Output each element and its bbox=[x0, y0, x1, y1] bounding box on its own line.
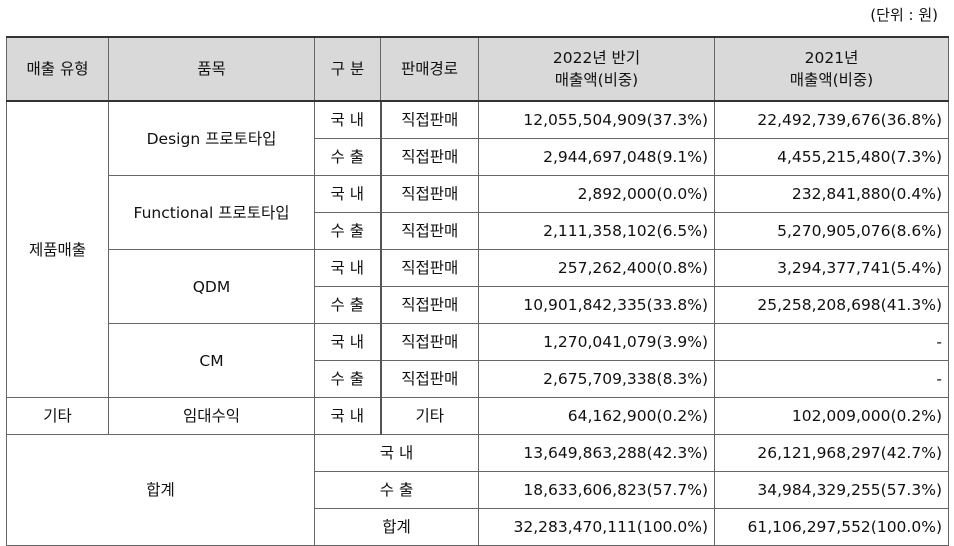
table-row: CM 국 내 직접판매 1,270,041,079(3.9%) - bbox=[7, 323, 949, 398]
header-item: 품목 bbox=[108, 36, 315, 102]
value-2021: 232,841,880(0.4%) bbox=[714, 175, 949, 213]
type-product-sales: 제품매출 bbox=[6, 100, 109, 398]
total-2021: 61,106,297,552(100.0%) bbox=[714, 508, 949, 546]
value-2021: - bbox=[714, 360, 949, 398]
division-cell: 국 내 bbox=[314, 100, 381, 139]
header-channel: 판매경로 bbox=[380, 36, 479, 102]
total-2022: 18,633,606,823(57.7%) bbox=[478, 471, 715, 509]
table-row: 합계 국 내 13,649,863,288(42.3%) 26,121,968,… bbox=[6, 434, 949, 546]
value-2021: 22,492,739,676(36.8%) bbox=[714, 100, 949, 139]
total-2022: 32,283,470,111(100.0%) bbox=[478, 508, 715, 546]
item-name: CM bbox=[108, 323, 315, 398]
unit-label: (단위 : 원) bbox=[870, 6, 938, 24]
channel-cell: 직접판매 bbox=[379, 100, 479, 139]
item-name: 임대수익 bbox=[108, 397, 315, 435]
value-2022: 2,944,697,048(9.1%) bbox=[478, 138, 715, 176]
value-2022: 2,892,000(0.0%) bbox=[478, 175, 715, 213]
value-2021: 102,009,000(0.2%) bbox=[714, 397, 949, 435]
header-type: 매출 유형 bbox=[6, 36, 109, 102]
channel-cell: 직접판매 bbox=[379, 212, 479, 250]
value-2021: 25,258,208,698(41.3%) bbox=[714, 286, 949, 324]
division-cell: 국 내 bbox=[314, 323, 381, 361]
division-cell: 수 출 bbox=[314, 286, 381, 324]
table-row: 제품매출 Design 프로토타입 국 내 직접판매 12,055,504,90… bbox=[6, 100, 949, 398]
header-2022-line1: 2022년 반기 bbox=[552, 49, 641, 67]
item-name: QDM bbox=[108, 249, 315, 324]
table-row: Functional 프로토타입 국 내 직접판매 2,892,000(0.0%… bbox=[7, 175, 949, 250]
value-2022: 2,111,358,102(6.5%) bbox=[478, 212, 715, 250]
value-2021: 4,455,215,480(7.3%) bbox=[714, 138, 949, 176]
total-2022: 13,649,863,288(42.3%) bbox=[478, 434, 715, 472]
division-cell: 국 내 bbox=[314, 397, 381, 435]
total-2021: 26,121,968,297(42.7%) bbox=[714, 434, 949, 472]
channel-cell: 직접판매 bbox=[379, 286, 479, 324]
division-cell: 수 출 bbox=[314, 212, 381, 250]
table-row: 수 출 18,633,606,823(57.7%) 34,984,329,255… bbox=[7, 471, 949, 509]
item-name: Functional 프로토타입 bbox=[108, 175, 315, 250]
total-row-label: 수 출 bbox=[314, 471, 479, 509]
value-2022: 10,901,842,335(33.8%) bbox=[478, 286, 715, 324]
value-2021: 5,270,905,076(8.6%) bbox=[714, 212, 949, 250]
header-2022: 2022년 반기 매출액(비중) bbox=[478, 36, 715, 102]
header-2021-line2: 매출액(비중) bbox=[789, 71, 874, 89]
table-row: 수 출 직접판매 2,111,358,102(6.5%) 5,270,905,0… bbox=[7, 212, 949, 250]
table-row: 수 출 직접판매 2,675,709,338(8.3%) - bbox=[7, 360, 949, 398]
item-name: Design 프로토타입 bbox=[108, 100, 315, 176]
header-2021: 2021년 매출액(비중) bbox=[714, 36, 949, 102]
total-row-label: 국 내 bbox=[314, 434, 479, 472]
header-division: 구 분 bbox=[314, 36, 381, 102]
table-row: 수 출 직접판매 2,944,697,048(9.1%) 4,455,215,4… bbox=[7, 138, 949, 176]
channel-cell: 직접판매 bbox=[379, 249, 479, 287]
channel-cell: 기타 bbox=[379, 397, 479, 435]
value-2022: 2,675,709,338(8.3%) bbox=[478, 360, 715, 398]
type-other: 기타 bbox=[6, 397, 109, 435]
value-2022: 64,162,900(0.2%) bbox=[478, 397, 715, 435]
value-2022: 1,270,041,079(3.9%) bbox=[478, 323, 715, 361]
total-label: 합계 bbox=[6, 434, 315, 546]
channel-cell: 직접판매 bbox=[379, 360, 479, 398]
channel-cell: 직접판매 bbox=[379, 175, 479, 213]
header-2022-line2: 매출액(비중) bbox=[554, 71, 639, 89]
division-cell: 수 출 bbox=[314, 138, 381, 176]
value-2021: - bbox=[714, 323, 949, 361]
value-2021: 3,294,377,741(5.4%) bbox=[714, 249, 949, 287]
header-row: 매출 유형 품목 구 분 판매경로 2022년 반기 매출액(비중) 2021년… bbox=[6, 36, 949, 102]
division-cell: 수 출 bbox=[314, 360, 381, 398]
channel-cell: 직접판매 bbox=[379, 138, 479, 176]
header-2021-line1: 2021년 bbox=[804, 49, 859, 67]
division-cell: 국 내 bbox=[314, 249, 381, 287]
total-row-label: 합계 bbox=[314, 508, 479, 546]
table-row: 수 출 직접판매 10,901,842,335(33.8%) 25,258,20… bbox=[7, 286, 949, 324]
sales-table: 매출 유형 품목 구 분 판매경로 2022년 반기 매출액(비중) 2021년… bbox=[6, 36, 949, 546]
division-cell: 국 내 bbox=[314, 175, 381, 213]
table-row: 기타 임대수익 국 내 기타 64,162,900(0.2%) 102,009,… bbox=[6, 397, 949, 435]
value-2022: 12,055,504,909(37.3%) bbox=[478, 100, 715, 139]
value-2022: 257,262,400(0.8%) bbox=[478, 249, 715, 287]
total-2021: 34,984,329,255(57.3%) bbox=[714, 471, 949, 509]
table-row: QDM 국 내 직접판매 257,262,400(0.8%) 3,294,377… bbox=[7, 249, 949, 324]
channel-cell: 직접판매 bbox=[379, 323, 479, 361]
